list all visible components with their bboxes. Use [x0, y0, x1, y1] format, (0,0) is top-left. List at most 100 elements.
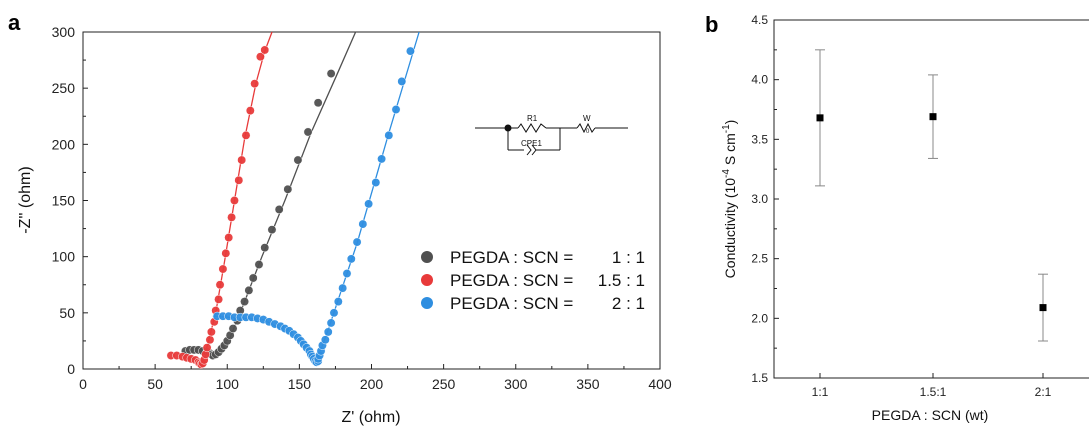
series-3-point — [329, 308, 339, 318]
y-tick-label: 3.0 — [751, 192, 768, 206]
plot-a-legend: PEGDA : SCN = PEGDA : SCN = PEGDA : SCN … — [421, 248, 645, 313]
x-tick-label: 1:1 — [812, 385, 829, 399]
series-1-point — [274, 205, 284, 214]
circuit-label-w: W — [583, 114, 591, 123]
y-tick-label: 100 — [52, 249, 76, 265]
x-tick-label: 300 — [504, 376, 528, 392]
series-1-point — [283, 184, 293, 194]
legend-name-2: PEGDA : SCN = — [450, 271, 573, 290]
series-1-point — [240, 297, 250, 307]
plot-a-x-axis-label: Z' (ohm) — [341, 409, 400, 426]
legend-marker-3 — [421, 297, 433, 309]
legend-ratio-3: 2 : 1 — [612, 294, 645, 313]
series-2-point — [250, 79, 260, 89]
data-point — [929, 113, 937, 121]
series-3-point — [377, 154, 387, 164]
x-tick-label: 1.5:1 — [920, 385, 947, 399]
plot-b-y-label-exp: -4 — [721, 169, 732, 178]
x-tick-label: 2:1 — [1035, 385, 1052, 399]
y-tick-label: 2.0 — [751, 311, 768, 325]
plot-b-y-label-exp2: -1 — [721, 124, 732, 133]
resistor-r1 — [517, 123, 547, 133]
plot-b-x-axis-label: PEGDA : SCN (wt) — [872, 407, 989, 423]
series-2-point — [241, 130, 251, 140]
series-2-point — [202, 343, 212, 353]
x-tick-label: 250 — [432, 376, 456, 392]
series-2-point — [245, 106, 255, 116]
series-2-point — [206, 327, 216, 337]
circuit-label-cpe1: CPE1 — [521, 139, 542, 148]
series-1-point — [254, 260, 264, 269]
x-tick-label: 100 — [216, 376, 240, 392]
y-tick-label: 50 — [59, 305, 75, 321]
cpe1-symbol — [526, 144, 532, 156]
y-tick-label: 300 — [52, 24, 76, 40]
series-2-point — [230, 196, 239, 205]
circuit-label-r1: R1 — [527, 114, 538, 123]
series-1-point — [293, 155, 303, 165]
legend-name-1: PEGDA : SCN = — [450, 248, 573, 267]
circuit-label-w-subscript: 0 — [586, 129, 590, 135]
y-tick-label: 3.5 — [751, 132, 768, 146]
series-3-point — [397, 76, 407, 86]
legend-marker-2 — [421, 274, 433, 286]
series-2-point — [255, 52, 265, 62]
plot-b-ticks: 1.5 2.0 2.5 3.0 3.5 4.0 4.5 1:1 1.5:1 2:1 — [751, 13, 1051, 399]
series-3-point — [371, 178, 381, 187]
series-2-point — [260, 45, 270, 55]
series-2-point — [237, 155, 247, 165]
series-1-point — [260, 243, 270, 253]
plot-a-ticks: 0 50 100 150 200 250 300 350 400 0 50 100 150 200 250 3… — [52, 24, 672, 392]
warburg-w0 — [576, 122, 596, 134]
series-3-point — [320, 335, 330, 345]
y-tick-label: 1.5 — [751, 371, 768, 385]
series-1-point — [244, 285, 254, 295]
plot-b-y-axis-label: Conductivity (10-4 S cm-1) — [721, 120, 738, 279]
y-tick-label: 200 — [52, 136, 76, 152]
x-tick-label: 400 — [648, 376, 672, 392]
legend-ratio-1: 1 : 1 — [612, 248, 645, 267]
series-2-point — [205, 335, 215, 345]
equivalent-circuit-inset — [475, 122, 628, 156]
legend-marker-1 — [421, 251, 433, 263]
series-2-point — [227, 212, 237, 222]
y-tick-label: 250 — [52, 80, 76, 96]
series-1-point — [326, 69, 336, 79]
series-3-point — [352, 237, 362, 247]
x-tick-label: 150 — [288, 376, 312, 392]
plot-a-y-axis-label: -Z'' (ohm) — [17, 166, 34, 233]
series-2-point — [221, 248, 231, 258]
series-3-point — [342, 269, 352, 278]
y-tick-label: 4.0 — [751, 73, 768, 87]
series-1-point — [267, 225, 277, 235]
plot-a-marks — [166, 31, 420, 369]
series-3-point — [358, 219, 368, 229]
series-3-point — [338, 283, 348, 293]
series-1-fit-line — [209, 31, 357, 356]
series-1-point — [303, 127, 313, 137]
y-tick-label: 150 — [52, 193, 76, 209]
panel-b-label: b — [705, 12, 718, 37]
plot-b-y-label-prefix: Conductivity (10 — [722, 178, 738, 279]
series-3-point — [326, 318, 336, 328]
series-3-point — [405, 46, 415, 56]
data-point — [1039, 304, 1047, 312]
panel-a-label: a — [8, 10, 21, 35]
data-point — [816, 114, 824, 122]
series-3-point — [323, 327, 333, 337]
y-tick-label: 0 — [67, 361, 75, 377]
series-1-point — [248, 273, 258, 283]
series-3-point — [346, 254, 356, 264]
series-2-point — [215, 280, 225, 290]
series-2-point — [234, 175, 244, 185]
series-2-point — [218, 264, 228, 274]
series-2-point — [214, 294, 224, 304]
plot-b-y-label-suffix: ) — [722, 120, 738, 125]
x-tick-label: 350 — [576, 376, 600, 392]
series-2-point — [224, 233, 234, 243]
panel-a: a 0 50 100 150 200 250 300 350 400 0 50 100 150 200 25… — [8, 10, 672, 426]
series-1-point — [228, 324, 238, 334]
series-3-point — [333, 297, 343, 307]
series-3-point — [364, 199, 374, 209]
plot-b-y-label-mid: S cm — [722, 133, 738, 169]
